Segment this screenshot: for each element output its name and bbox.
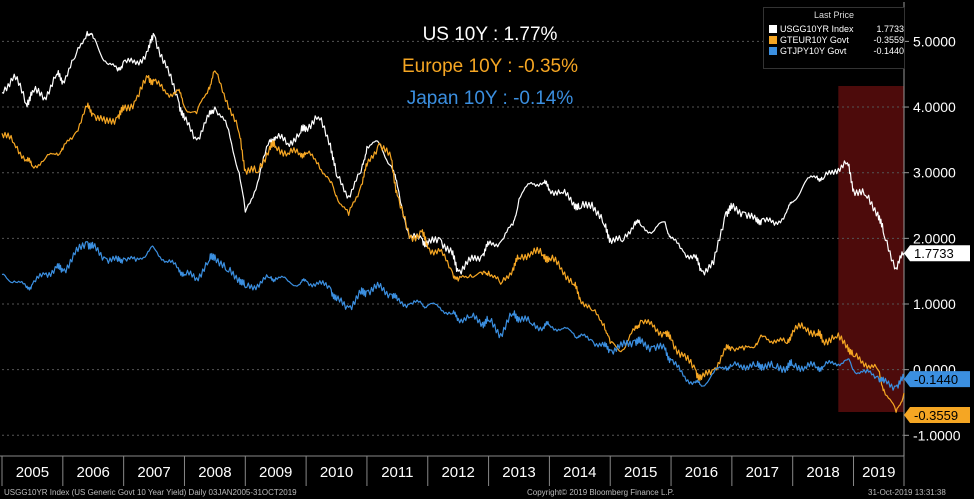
y-tick-label-4: 3.0000 (913, 165, 956, 181)
x-tick-label-2016: 2016 (685, 464, 718, 481)
europe-10y-title: Europe 10Y : -0.35% (310, 56, 670, 78)
x-tick-label-2012: 2012 (441, 464, 474, 481)
x-tick-label-2019: 2019 (862, 464, 895, 481)
y-tick-label-2: 1.0000 (913, 296, 956, 312)
legend-swatch-jpy (769, 46, 777, 55)
legend-row-us: USGG10YR Index 1.7733 (764, 23, 904, 34)
last-value-tag-2 (904, 407, 970, 424)
footer-timestamp: 31-Oct-2019 13:31:38 (868, 488, 946, 497)
legend-row-eur: GTEUR10Y Govt -0.3559 (764, 34, 904, 45)
last-value-label-2: -0.3559 (914, 408, 958, 423)
europe-10y-label: Europe 10Y : -0.35% (401, 56, 579, 77)
us-10y-label: US 10Y : 1.77% (422, 24, 558, 45)
last-value-tag-1 (904, 371, 970, 388)
legend-value-jpy: -0.1440 (873, 45, 904, 56)
highlight-region (838, 86, 904, 412)
footer-copyright: Copyright© 2019 Bloomberg Finance L.P. (527, 488, 675, 497)
last-value-tag-0 (904, 245, 970, 262)
y-tick-label-3: 2.0000 (913, 230, 956, 246)
x-tick-label-2018: 2018 (806, 464, 839, 481)
legend: Last Price USGG10YR Index 1.7733 GTEUR10… (763, 7, 905, 69)
series-line-usgg10yr (1, 30, 905, 276)
x-tick-label-2005: 2005 (16, 464, 49, 481)
x-tick-label-2013: 2013 (502, 464, 535, 481)
japan-10y-title: Japan 10Y : -0.14% (310, 88, 670, 110)
legend-row-jpy: GTJPY10Y Govt -0.1440 (764, 45, 904, 56)
last-value-label-0: 1.7733 (914, 246, 954, 261)
x-tick-label-2015: 2015 (624, 464, 657, 481)
x-tick-label-2014: 2014 (563, 464, 596, 481)
x-tick-label-2017: 2017 (746, 464, 779, 481)
x-tick-label-2008: 2008 (198, 464, 231, 481)
y-tick-label-6: 5.0000 (913, 33, 956, 49)
legend-name-eur: GTEUR10Y Govt (780, 34, 849, 45)
legend-name-jpy: GTJPY10Y Govt (780, 45, 847, 56)
y-tick-label-5: 4.0000 (913, 99, 956, 115)
series-line-gteur10y (1, 70, 905, 413)
x-tick-label-2006: 2006 (77, 464, 110, 481)
legend-swatch-us (769, 24, 777, 33)
x-tick-label-2007: 2007 (137, 464, 170, 481)
y-tick-label-0: -1.0000 (913, 427, 961, 443)
japan-10y-label: Japan 10Y : -0.14% (406, 88, 574, 109)
x-tick-label-2009: 2009 (259, 464, 292, 481)
legend-name-us: USGG10YR Index (780, 23, 854, 34)
legend-value-us: 1.7733 (876, 23, 904, 34)
us-10y-title: US 10Y : 1.77% (310, 24, 670, 46)
legend-swatch-eur (769, 35, 777, 44)
x-tick-label-2011: 2011 (381, 464, 413, 481)
series-line-gtjpy10y (1, 241, 905, 391)
last-value-label-1: -0.1440 (914, 372, 958, 387)
legend-value-eur: -0.3559 (873, 34, 904, 45)
x-axis-band (0, 456, 904, 486)
legend-title: Last Price (813, 10, 855, 20)
footer-source: USGG10YR Index (US Generic Govt 10 Year … (4, 488, 297, 497)
x-tick-label-2010: 2010 (320, 464, 353, 481)
